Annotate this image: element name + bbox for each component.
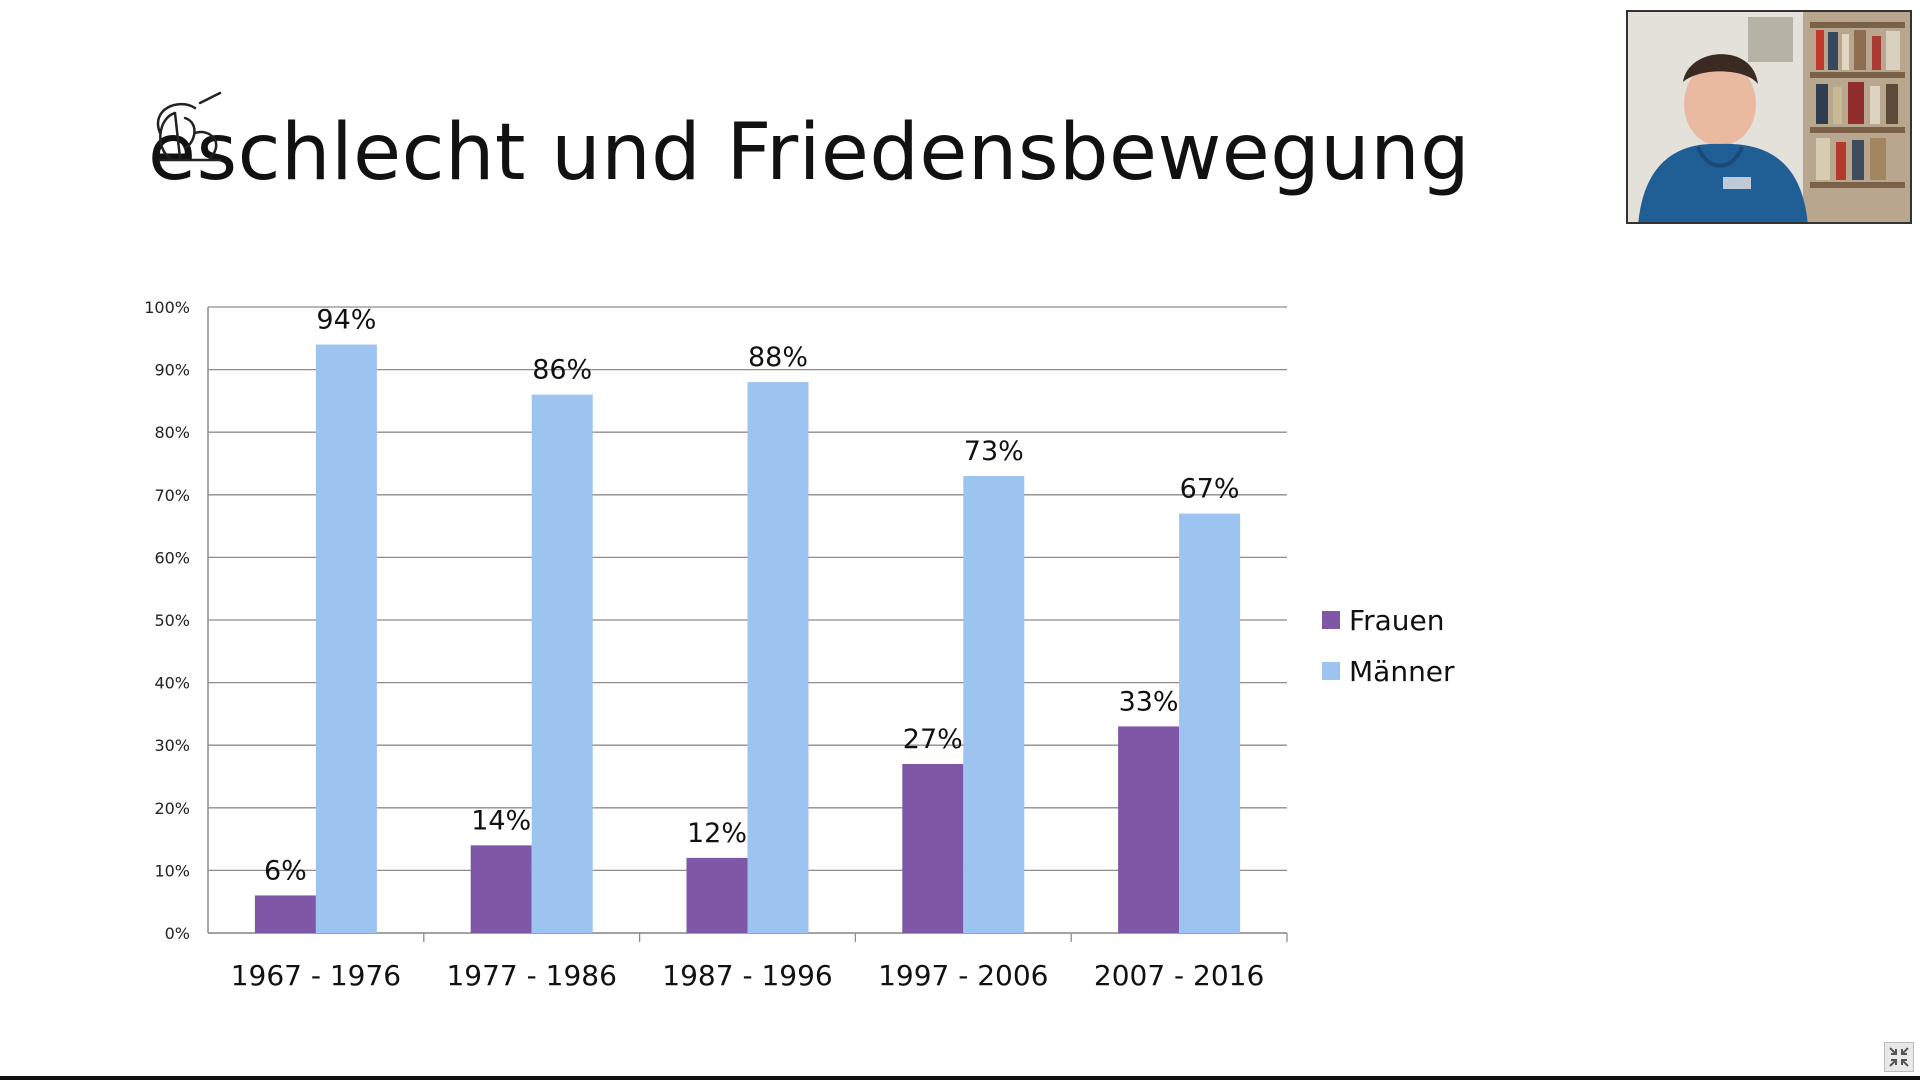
data-label: 94% xyxy=(316,305,376,336)
y-tick-label: 30% xyxy=(154,736,190,755)
bar-frauen xyxy=(470,845,532,933)
y-tick-label: 60% xyxy=(154,548,190,567)
bar-frauen xyxy=(1118,726,1180,933)
bar-maenner xyxy=(1179,513,1241,933)
y-tick-label: 100% xyxy=(144,298,190,317)
data-label: 14% xyxy=(471,805,531,836)
bottom-edge-bar xyxy=(0,1076,1920,1080)
chart-legend: Frauen Männer xyxy=(1322,604,1455,688)
data-labels: 6% 94% 14% 86% 12% 88% 27% 73% 33% 67% xyxy=(264,305,1240,887)
legend-swatch xyxy=(1322,611,1340,629)
y-tick-label: 90% xyxy=(154,361,190,380)
data-label: 12% xyxy=(687,818,747,849)
data-label: 88% xyxy=(748,342,808,373)
exit-fullscreen-button[interactable] xyxy=(1884,1042,1914,1072)
legend-label: Frauen xyxy=(1349,604,1444,637)
x-tick-label: 1987 - 1996 xyxy=(662,959,832,992)
bar-maenner xyxy=(315,344,377,933)
data-label: 86% xyxy=(532,355,592,386)
y-tick-label: 70% xyxy=(154,486,190,505)
data-label: 33% xyxy=(1119,686,1179,717)
presenter-webcam xyxy=(1626,10,1912,224)
bar-frauen xyxy=(254,895,316,933)
y-tick-label: 0% xyxy=(165,924,190,943)
legend-label: Männer xyxy=(1349,655,1455,688)
y-tick-label: 80% xyxy=(154,423,190,442)
x-tick-label: 2007 - 2016 xyxy=(1094,959,1264,992)
bar-maenner xyxy=(963,476,1025,933)
slide-title: eschlecht und Friedensbewegung xyxy=(148,108,1471,198)
data-label: 6% xyxy=(264,855,307,886)
x-tick-label: 1977 - 1986 xyxy=(446,959,616,992)
y-tick-label: 20% xyxy=(154,799,190,818)
bar-frauen xyxy=(902,763,964,933)
webcam-image xyxy=(1628,12,1910,222)
pen-scribble-annotation xyxy=(156,91,222,162)
data-label: 27% xyxy=(903,724,963,755)
x-tick-label: 1997 - 2006 xyxy=(878,959,1048,992)
bars xyxy=(254,344,1241,933)
legend-swatch xyxy=(1322,662,1340,680)
y-tick-label: 50% xyxy=(154,611,190,630)
data-label: 73% xyxy=(964,436,1024,467)
y-tick-label: 40% xyxy=(154,674,190,693)
y-tick-label: 10% xyxy=(154,861,190,880)
y-axis-ticks: 0% 10% 20% 30% 40% 50% 60% 70% 80% 90% 100% xyxy=(144,298,190,943)
bar-maenner xyxy=(531,394,593,933)
bar-frauen xyxy=(686,857,748,933)
collapse-arrows-icon xyxy=(1889,1047,1909,1067)
data-label: 67% xyxy=(1180,474,1240,505)
bar-maenner xyxy=(747,382,809,933)
x-axis-ticks: 1967 - 1976 1977 - 1986 1987 - 1996 1997 - … xyxy=(231,933,1288,992)
x-tick-label: 1967 - 1976 xyxy=(231,959,401,992)
